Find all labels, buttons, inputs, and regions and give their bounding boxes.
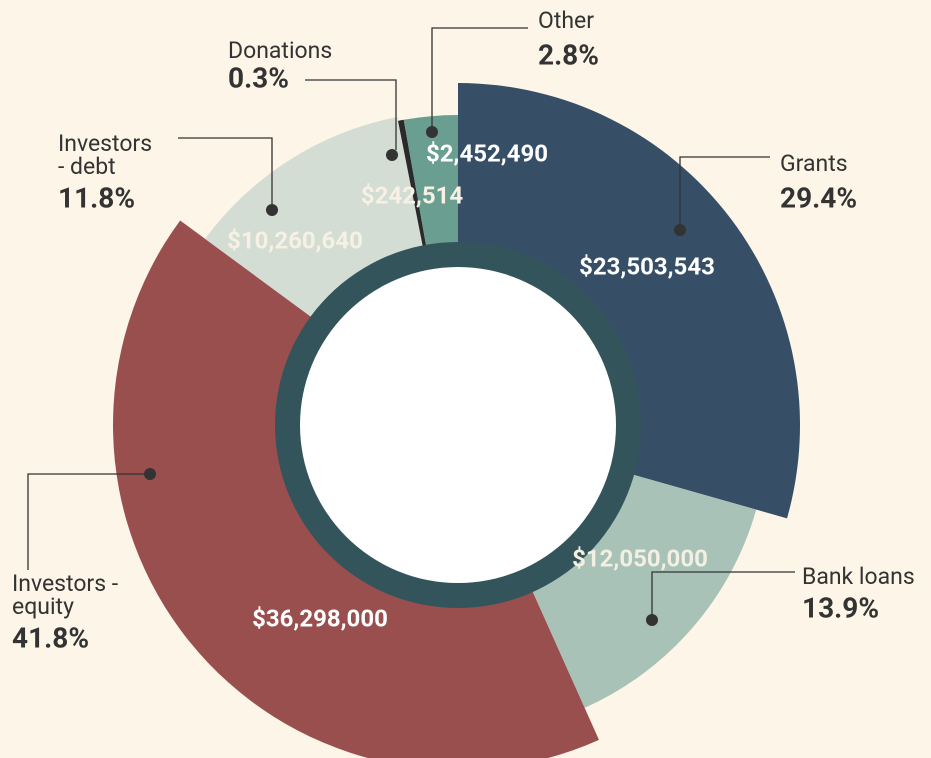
category-label-line: Investors	[58, 130, 152, 157]
value-label: $10,260,640	[227, 226, 363, 254]
category-label-line: - debt	[58, 153, 116, 180]
value-label: $23,503,543	[579, 252, 715, 280]
leader-line	[651, 571, 795, 620]
share-label: 0.3%	[228, 61, 289, 94]
share-label: 2.8%	[538, 38, 599, 71]
inner-hole	[300, 267, 616, 583]
category-label-line: Grants	[780, 150, 848, 177]
leader-line	[431, 27, 528, 132]
category-label: Bank loans	[802, 563, 915, 590]
value-label: $242,514	[361, 181, 464, 209]
donut-segment	[397, 119, 430, 269]
leader-line	[27, 473, 150, 570]
category-label-line: equity	[12, 593, 74, 620]
share-label: 11.8%	[58, 181, 135, 214]
leader-dot	[144, 468, 156, 480]
category-label: Investors -equity	[12, 570, 118, 620]
donut-segment	[458, 83, 801, 519]
category-label: Donations	[228, 37, 332, 64]
leader-dot	[646, 614, 658, 626]
category-label: Other	[538, 7, 594, 34]
share-label: 41.8%	[12, 621, 89, 654]
value-label: $36,298,000	[252, 604, 388, 632]
donut-segment	[403, 115, 458, 268]
leader-dot	[386, 149, 398, 161]
value-label: $12,050,000	[572, 544, 708, 572]
share-label: 29.4%	[780, 181, 857, 214]
leader-dot	[674, 224, 686, 236]
category-label: Investors - debt	[58, 130, 152, 180]
category-label-line: Investors -	[12, 570, 118, 597]
category-label-line: Other	[538, 7, 594, 34]
category-label-line: Donations	[228, 37, 332, 64]
leader-line	[178, 137, 273, 210]
category-label: Grants	[780, 150, 848, 177]
value-label: $2,452,490	[426, 139, 548, 167]
leader-line	[679, 156, 770, 230]
donut-segment	[113, 220, 599, 758]
category-label-line: Bank loans	[802, 563, 915, 590]
leader-dot	[426, 126, 438, 138]
leader-dot	[266, 204, 278, 216]
leader-line	[305, 79, 397, 150]
share-label: 13.9%	[802, 591, 879, 624]
